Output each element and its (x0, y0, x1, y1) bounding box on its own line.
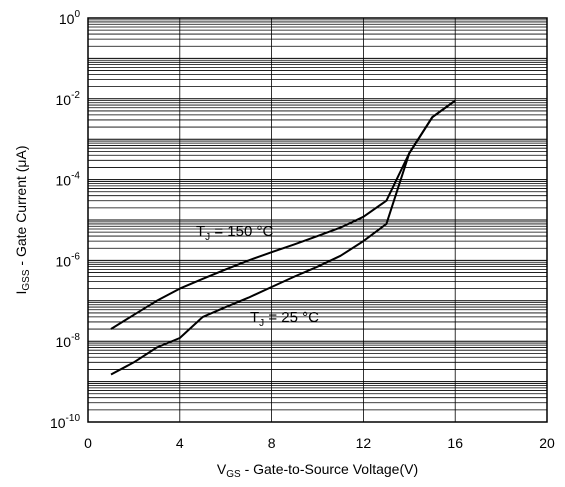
curves (110, 99, 456, 376)
y-tick-label: 10-6 (56, 251, 81, 269)
y-tick-label: 10-8 (56, 332, 81, 350)
series-line-0 (110, 99, 456, 330)
series-line-1 (110, 99, 456, 376)
y-tick-label: 10-10 (50, 413, 80, 431)
series-label-25c: TJ = 25 °C (250, 309, 319, 329)
x-tick-label: 8 (268, 435, 276, 451)
x-tick-label: 0 (84, 435, 92, 451)
x-tick-label: 20 (539, 435, 555, 451)
x-tick-label: 16 (447, 435, 463, 451)
y-tick-labels: 100 10-2 10-4 10-6 10-8 10-10 (50, 9, 80, 431)
y-axis-label: IGSS - Gate Current (μA) (13, 146, 32, 295)
x-tick-label: 12 (356, 435, 372, 451)
x-tick-label: 4 (176, 435, 184, 451)
y-tick-label: 10-2 (56, 90, 81, 108)
series-label-150c: TJ = 150 °C (196, 223, 273, 243)
x-axis-label: VGS - Gate-to-Source Voltage(V) (217, 461, 418, 480)
y-tick-label: 100 (59, 9, 81, 27)
x-tick-labels: 0 4 8 12 16 20 (84, 435, 555, 451)
plot-frame (87, 17, 548, 423)
y-tick-label: 10-4 (56, 171, 81, 189)
grid-lines (87, 18, 548, 423)
